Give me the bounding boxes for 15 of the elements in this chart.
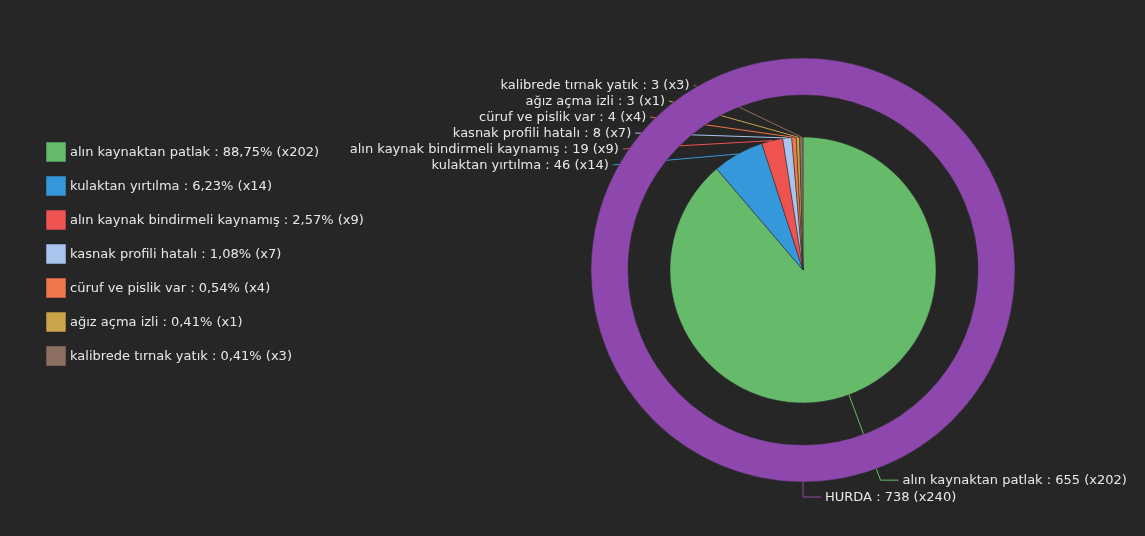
data-label: alın kaynaktan patlak : 655 (x202) [902, 472, 1127, 488]
data-label: cüruf ve pislik var : 4 (x4) [479, 109, 647, 124]
data-label: kulaktan yırtılma : 46 (x14) [431, 157, 609, 172]
legend-label: ağız açma izli : 0,41% (x1) [70, 314, 243, 329]
legend-label: kalibrede tırnak yatık : 0,41% (x3) [70, 348, 292, 363]
legend-label: alın kaynak bindirmeli kaynamış : 2,57% (x9) [70, 212, 364, 227]
legend-label: cüruf ve pislik var : 0,54% (x4) [70, 280, 271, 295]
legend-label: kulaktan yırtılma : 6,23% (x14) [70, 178, 272, 193]
legend-label: kasnak profili hatalı : 1,08% (x7) [70, 246, 282, 261]
legend-label: alın kaynaktan patlak : 88,75% (x202) [70, 144, 320, 159]
data-label: kalibrede tırnak yatık : 3 (x3) [500, 77, 690, 92]
data-label: ağız açma izli : 3 (x1) [525, 93, 665, 108]
data-label: HURDA : 738 (x240) [825, 489, 957, 504]
data-label: kasnak profili hatalı : 8 (x7) [452, 125, 632, 140]
data-label: alın kaynak bindirmeli kaynamış : 19 (x9) [349, 141, 619, 156]
